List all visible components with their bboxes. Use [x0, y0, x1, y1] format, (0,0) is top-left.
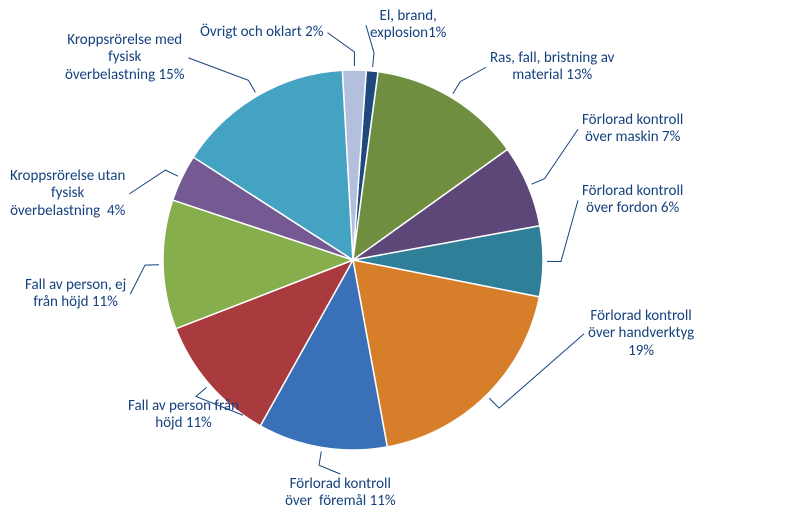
- label-handverktyg: Förlorad kontroll över handverktyg 19%: [588, 308, 694, 360]
- leader-fall_ej_hojd: [130, 265, 159, 295]
- label-maskin: Förlorad kontroll över maskin 7%: [582, 112, 683, 147]
- label-ovrigt: Övrigt och oklart 2%: [200, 24, 323, 41]
- leader-maskin: [532, 129, 578, 184]
- leader-utan_fysisk: [129, 170, 178, 194]
- leader-ovrigt: [327, 33, 354, 66]
- leader-med_fysisk: [188, 58, 255, 92]
- label-fordon: Förlorad kontroll över fordon 6%: [582, 183, 683, 218]
- label-utan_fysisk: Kroppsrörelse utan fysisk överbelastning…: [10, 168, 125, 220]
- label-fall_hojd: Fall av person från höjd 11%: [128, 398, 239, 433]
- pie-chart: El, brand, explosion1% Ras, fall, bristni…: [0, 0, 794, 521]
- label-foremal: Förlorad kontroll över föremål 11%: [285, 476, 396, 511]
- label-med_fysisk: Kroppsrörelse med fysisk överbelastning …: [65, 32, 184, 84]
- label-el_brand: El, brand, explosion1%: [370, 8, 446, 43]
- leader-ras_fall: [453, 67, 486, 93]
- leader-foremal: [319, 451, 340, 474]
- leader-fordon: [547, 200, 578, 261]
- label-fall_ej_hojd: Fall av person, ej från höjd 11%: [25, 277, 126, 312]
- label-ras_fall: Ras, fall, bristning av material 13%: [490, 50, 614, 85]
